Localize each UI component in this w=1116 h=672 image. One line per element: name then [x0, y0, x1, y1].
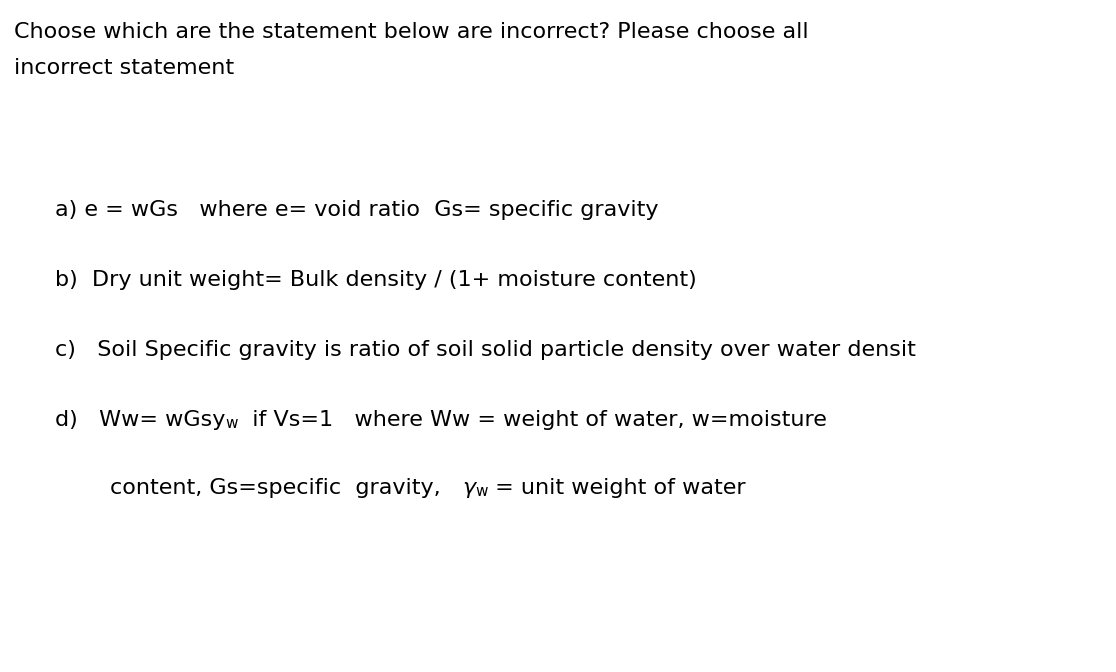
Text: Choose which are the statement below are incorrect? Please choose all: Choose which are the statement below are… [15, 22, 809, 42]
Text: incorrect statement: incorrect statement [15, 58, 234, 78]
Text: content, Gs=specific  gravity,: content, Gs=specific gravity, [110, 478, 462, 498]
Text: w: w [225, 416, 238, 431]
Text: d)   Ww= wGsy: d) Ww= wGsy [55, 410, 225, 430]
Text: = unit weight of water: = unit weight of water [488, 478, 745, 498]
Text: γ: γ [462, 478, 475, 498]
Text: w: w [475, 484, 488, 499]
Text: a) e = wGs   where e= void ratio  Gs= specific gravity: a) e = wGs where e= void ratio Gs= speci… [55, 200, 658, 220]
Text: c)   Soil Specific gravity is ratio of soil solid particle density over water de: c) Soil Specific gravity is ratio of soi… [55, 340, 916, 360]
Text: if Vs=1   where Ww = weight of water, w=moisture: if Vs=1 where Ww = weight of water, w=mo… [238, 410, 827, 430]
Text: b)  Dry unit weight= Bulk density / (1+ moisture content): b) Dry unit weight= Bulk density / (1+ m… [55, 270, 696, 290]
